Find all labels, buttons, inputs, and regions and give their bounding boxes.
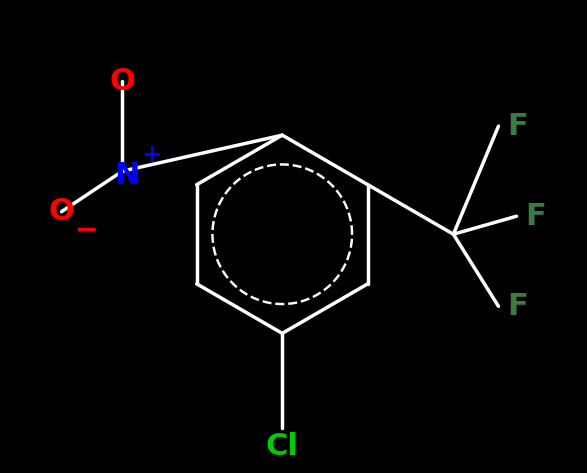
Text: Cl: Cl <box>266 432 299 462</box>
Text: O: O <box>49 197 75 226</box>
Text: F: F <box>525 201 546 231</box>
Text: O: O <box>109 67 135 96</box>
Text: F: F <box>508 112 528 140</box>
Text: F: F <box>508 292 528 321</box>
Text: +: + <box>141 143 162 167</box>
Text: −: − <box>75 216 98 244</box>
Text: N: N <box>114 161 140 190</box>
